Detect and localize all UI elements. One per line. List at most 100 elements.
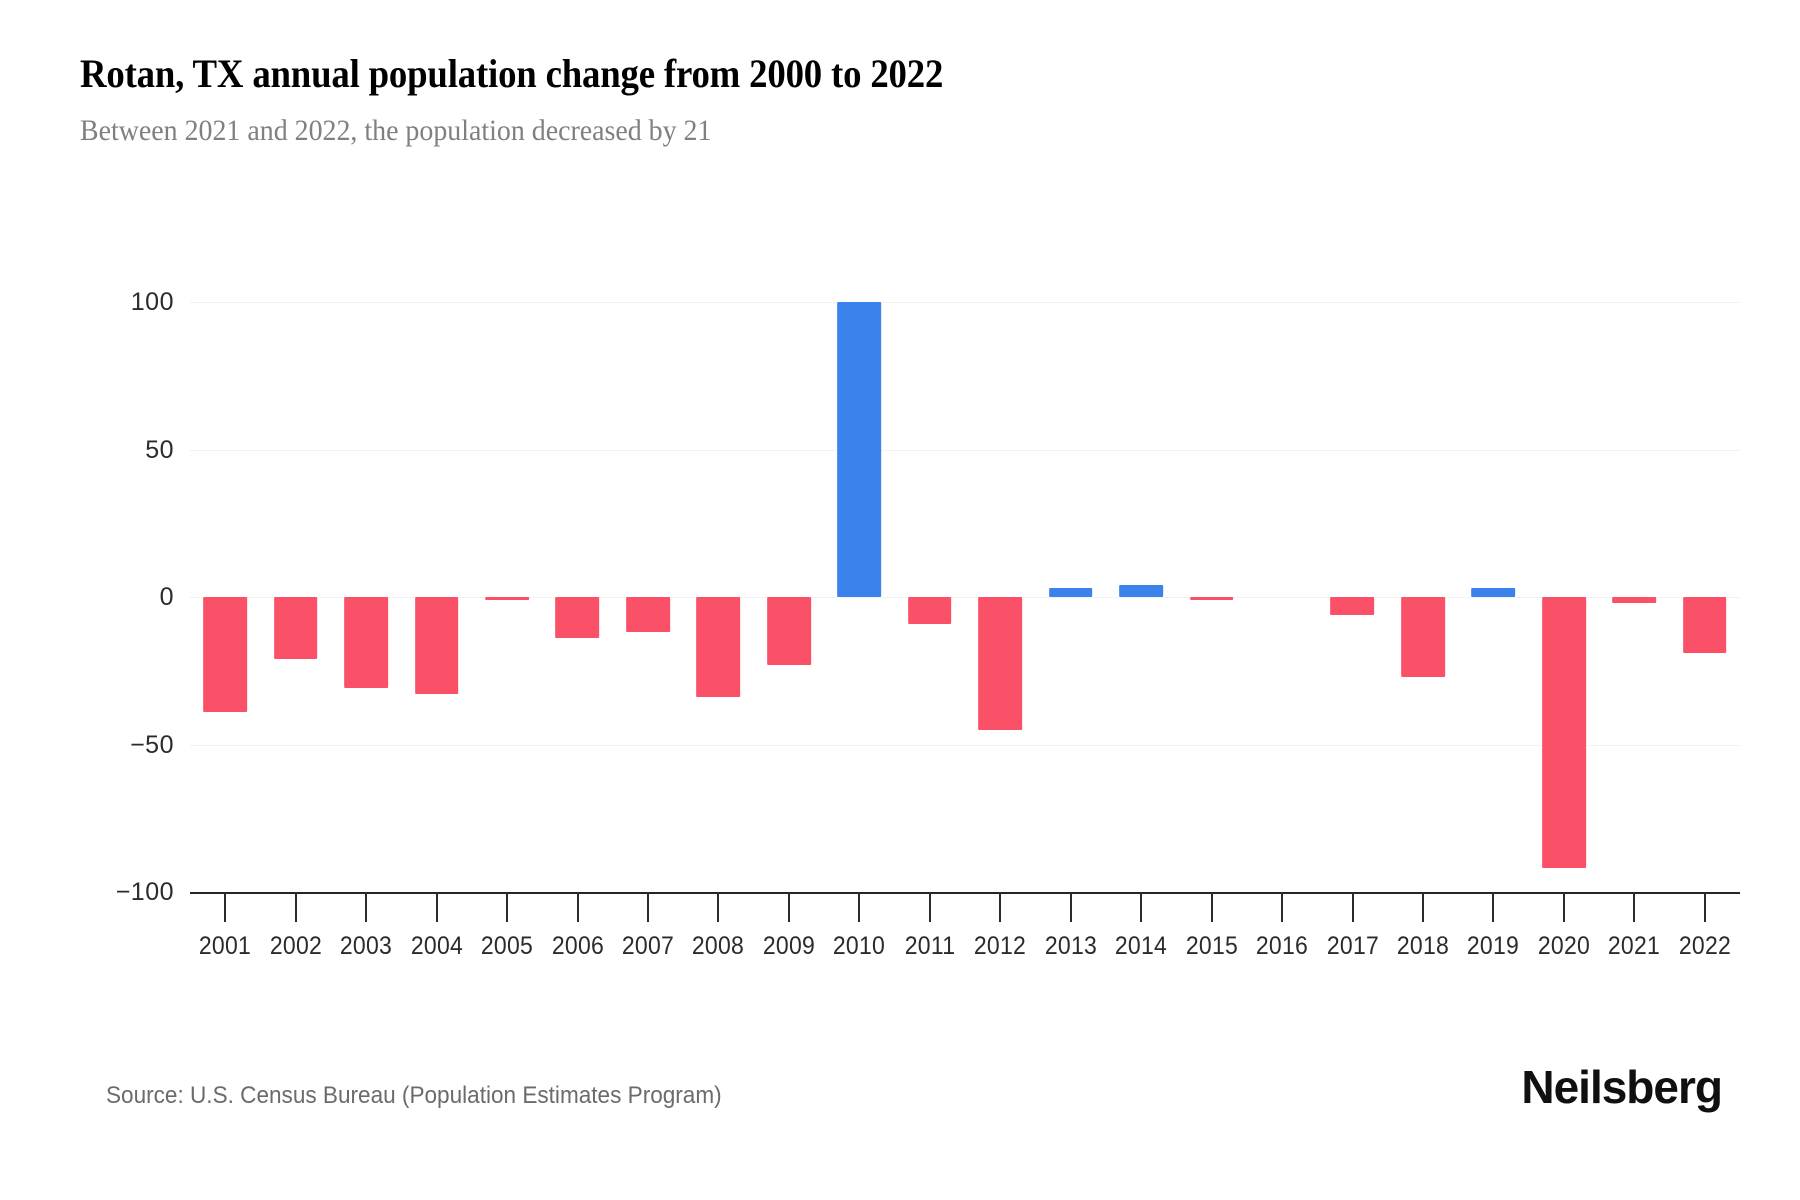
bar-slot-2013[interactable] <box>1035 302 1105 892</box>
bar-series <box>190 302 1740 892</box>
y-tick-label-100: 100 <box>130 288 174 316</box>
bar-slot-2010[interactable] <box>824 302 894 892</box>
x-tick-label-2017: 2017 <box>1326 932 1379 960</box>
bar-slot-2006[interactable] <box>542 302 612 892</box>
bar-2002[interactable] <box>273 597 318 659</box>
x-tick-mark-2003 <box>365 892 368 922</box>
bar-2009[interactable] <box>767 597 811 665</box>
bar-2022[interactable] <box>1682 597 1727 654</box>
bar-slot-2019[interactable] <box>1458 302 1528 892</box>
bar-2014[interactable] <box>1119 585 1163 597</box>
x-tick-mark-2002 <box>294 892 297 922</box>
bar-2021[interactable] <box>1612 597 1657 603</box>
x-tick-label-2003: 2003 <box>339 932 393 960</box>
x-tick-mark-2008 <box>717 892 720 922</box>
x-tick-label-2002: 2002 <box>269 932 322 960</box>
bar-slot-2017[interactable] <box>1317 302 1387 892</box>
x-tick-label-2011: 2011 <box>904 932 956 960</box>
x-tick-label-2001: 2001 <box>199 932 252 960</box>
bar-slot-2018[interactable] <box>1388 302 1458 892</box>
x-tick-mark-2010 <box>858 892 861 922</box>
gridline-50 <box>190 449 1740 451</box>
x-tick-label-2020: 2020 <box>1537 932 1591 960</box>
chart-subtitle: Between 2021 and 2022, the population de… <box>80 114 712 147</box>
x-axis-labels: 2001 2002 2003 2004 2005 2006 2007 2008 2009 2010… <box>190 892 1740 1012</box>
x-tick-mark-2019 <box>1492 892 1495 922</box>
x-tick-mark-2016 <box>1281 892 1284 922</box>
brand-logo: Neilsberg <box>1521 1061 1723 1113</box>
x-tick-label-2008: 2008 <box>692 932 745 960</box>
bar-slot-2021[interactable] <box>1599 302 1669 892</box>
bar-2011[interactable] <box>907 597 952 624</box>
bar-slot-2011[interactable] <box>895 302 965 892</box>
bar-2020[interactable] <box>1542 597 1586 869</box>
bar-2006[interactable] <box>555 597 600 639</box>
y-tick-label--50: −50 <box>130 730 174 759</box>
x-tick-label-2013: 2013 <box>1044 932 1097 960</box>
bar-2007[interactable] <box>626 597 670 633</box>
bar-slot-2004[interactable] <box>401 302 471 892</box>
bar-slot-2022[interactable] <box>1670 302 1740 892</box>
x-tick-label-2005: 2005 <box>480 932 534 960</box>
chart-header: Rotan, TX annual population change from … <box>80 48 1720 152</box>
bar-slot-2015[interactable] <box>1176 302 1246 892</box>
bar-slot-2007[interactable] <box>613 302 683 892</box>
bar-slot-2016[interactable] <box>1247 302 1317 892</box>
plot-area: 100 50 0 −50 −100 <box>116 288 1740 906</box>
bar-2008[interactable] <box>696 597 741 698</box>
gridline--50 <box>190 744 1740 746</box>
bar-2015[interactable] <box>1189 597 1234 600</box>
x-tick-mark-2013 <box>1069 892 1072 922</box>
x-axis-line <box>190 892 1740 894</box>
x-tick-mark-2021 <box>1633 892 1636 922</box>
x-tick-label-2016: 2016 <box>1255 932 1309 960</box>
bar-2005[interactable] <box>485 597 529 600</box>
bar-slot-2005[interactable] <box>472 302 542 892</box>
x-tick-label-2009: 2009 <box>762 932 816 960</box>
bar-2010[interactable] <box>837 302 882 597</box>
x-tick-label-2014: 2014 <box>1114 932 1168 960</box>
bar-2003[interactable] <box>344 597 388 689</box>
x-tick-label-2007: 2007 <box>621 932 675 960</box>
x-tick-label-2018: 2018 <box>1396 932 1450 960</box>
x-tick-label-2022: 2022 <box>1678 932 1731 960</box>
x-tick-mark-2005 <box>506 892 509 922</box>
x-tick-label-2015: 2015 <box>1185 932 1238 960</box>
bar-2018[interactable] <box>1401 597 1445 677</box>
x-tick-mark-2011 <box>928 892 931 922</box>
x-tick-mark-2007 <box>646 892 649 922</box>
y-tick-label-50: 50 <box>145 435 174 464</box>
bar-2017[interactable] <box>1330 597 1375 615</box>
x-tick-label-2004: 2004 <box>410 932 463 960</box>
page-title: Rotan, TX annual population change from … <box>80 51 944 96</box>
bar-slot-2009[interactable] <box>754 302 824 892</box>
bar-2019[interactable] <box>1471 588 1516 597</box>
x-tick-mark-2015 <box>1210 892 1213 922</box>
x-tick-mark-2017 <box>1351 892 1354 922</box>
x-tick-mark-2018 <box>1421 892 1424 922</box>
bar-2001[interactable] <box>203 597 248 713</box>
gridline-100 <box>190 302 1740 303</box>
bar-2012[interactable] <box>978 597 1023 730</box>
bar-slot-2014[interactable] <box>1106 302 1176 892</box>
x-tick-mark-2006 <box>576 892 579 922</box>
x-tick-mark-2014 <box>1140 892 1143 922</box>
x-tick-mark-2022 <box>1703 892 1706 922</box>
y-tick-label-0: 0 <box>159 583 174 611</box>
x-tick-label-2021: 2021 <box>1608 932 1661 960</box>
x-tick-label-2006: 2006 <box>551 932 604 960</box>
x-tick-mark-2004 <box>435 892 438 922</box>
bar-slot-2012[interactable] <box>965 302 1035 892</box>
bar-slot-2002[interactable] <box>260 302 330 892</box>
bar-2013[interactable] <box>1048 588 1093 597</box>
x-tick-mark-2001 <box>224 892 227 922</box>
bar-2004[interactable] <box>414 597 459 695</box>
x-tick-mark-2009 <box>787 892 790 922</box>
bar-slot-2003[interactable] <box>331 302 401 892</box>
x-tick-mark-2020 <box>1562 892 1565 922</box>
bar-slot-2020[interactable] <box>1529 302 1599 892</box>
y-tick-label--100: −100 <box>115 878 174 906</box>
bar-slot-2008[interactable] <box>683 302 753 892</box>
bar-slot-2001[interactable] <box>190 302 260 892</box>
